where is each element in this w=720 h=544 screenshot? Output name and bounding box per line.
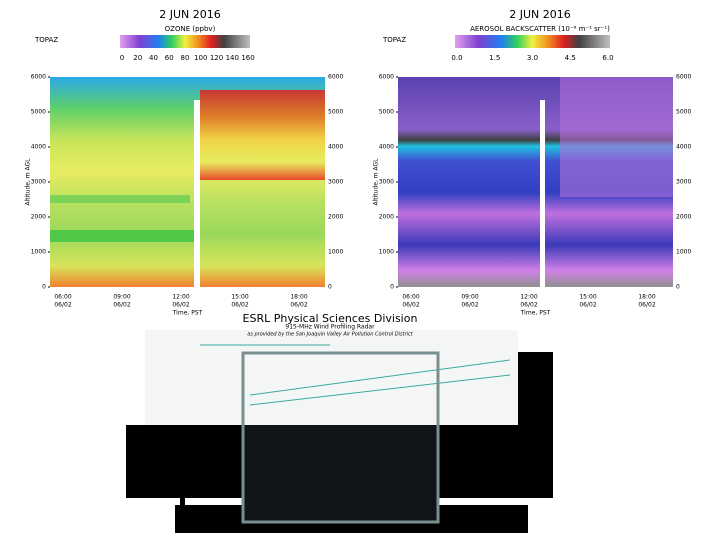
y-axis-label: Altitude, m AGL — [25, 158, 32, 206]
colorbar-tick-label: 4.5 — [565, 54, 576, 62]
plot-date: 2 JUN 2016 — [159, 8, 221, 21]
y-tick-label: 0 — [676, 284, 680, 291]
colorbar-tick-label: 140 — [226, 54, 239, 62]
x-tick-label: 06/02 — [579, 302, 596, 309]
backscatter-field — [560, 77, 673, 197]
colorbar-tick-label: 3.0 — [527, 54, 538, 62]
ozone-field — [200, 90, 325, 180]
y-tick-label: 3000 — [31, 179, 46, 186]
y-tick-label: 1000 — [328, 249, 343, 256]
x-tick-label: 09:00 — [113, 294, 130, 301]
y-tick-label: 2000 — [328, 214, 343, 221]
colorbar-tick-label: 40 — [149, 54, 158, 62]
x-tick-label: 06/02 — [290, 302, 307, 309]
y-tick-label: 3000 — [379, 179, 394, 186]
highlight-box — [241, 351, 440, 524]
data-gap — [540, 100, 545, 287]
y-tick-label: 4000 — [328, 144, 343, 151]
y-tick-label: 0 — [328, 284, 332, 291]
y-tick-label: 6000 — [676, 74, 691, 81]
y-tick-label: 4000 — [31, 144, 46, 151]
x-tick-label: 06/02 — [638, 302, 655, 309]
ozone-field — [50, 195, 190, 203]
wind-barbs — [200, 344, 511, 406]
x-tick-label: 06:00 — [54, 294, 71, 301]
colorbar — [455, 35, 610, 48]
y-tick-label: 6000 — [31, 74, 46, 81]
colorbar-tick-label: 0 — [120, 54, 124, 62]
ozone-field — [50, 230, 195, 242]
site-label: TOPAZ — [34, 36, 58, 44]
colorbar-tick-label: 100 — [194, 54, 207, 62]
x-tick-label: 06/02 — [402, 302, 419, 309]
x-tick-label: 09:00 — [461, 294, 478, 301]
y-tick-label: 3000 — [328, 179, 343, 186]
profiler-image — [145, 330, 518, 425]
colorbar-tick-label: 80 — [181, 54, 190, 62]
y-tick-label: 6000 — [379, 74, 394, 81]
colorbar-tick-label: 1.5 — [489, 54, 500, 62]
site-label: TOPAZ — [382, 36, 406, 44]
y-tick-label: 4000 — [676, 144, 691, 151]
y-tick-label: 0 — [390, 284, 394, 291]
x-tick-label: 12:00 — [172, 294, 189, 301]
y-tick-label: 1000 — [31, 249, 46, 256]
highlight-fill — [243, 425, 438, 522]
x-tick-label: 06/02 — [520, 302, 537, 309]
x-tick-label: 12:00 — [520, 294, 537, 301]
colorbar-tick-label: 120 — [210, 54, 223, 62]
y-tick-label: 4000 — [379, 144, 394, 151]
y-tick-label: 1000 — [379, 249, 394, 256]
x-tick-label: 06/02 — [231, 302, 248, 309]
y-tick-label: 1000 — [676, 249, 691, 256]
colorbar-tick-label: 6.0 — [602, 54, 613, 62]
x-tick-label: 06/02 — [54, 302, 71, 309]
y-tick-label: 2000 — [676, 214, 691, 221]
x-axis-label: Time, PST — [520, 310, 551, 317]
colorbar — [120, 35, 250, 48]
colorbar-title: AEROSOL BACKSCATTER (10⁻⁶ m⁻¹ sr⁻¹) — [470, 25, 610, 33]
profiler-note: as provided by the San Joaquin Valley Ai… — [247, 332, 413, 338]
x-tick-label: 15:00 — [579, 294, 596, 301]
profiler-title: ESRL Physical Sciences Division — [243, 312, 418, 325]
y-tick-label: 0 — [42, 284, 46, 291]
colorbar-tick-label: 0.0 — [451, 54, 462, 62]
colorbar-tick-label: 160 — [241, 54, 254, 62]
data-gap — [194, 100, 200, 287]
x-tick-label: 18:00 — [290, 294, 307, 301]
black-box — [518, 352, 553, 498]
y-tick-label: 5000 — [31, 109, 46, 116]
y-axis-label: Altitude, m AGL — [373, 158, 380, 206]
y-tick-label: 3000 — [676, 179, 691, 186]
y-tick-label: 5000 — [328, 109, 343, 116]
black-box — [180, 498, 185, 514]
x-tick-label: 18:00 — [638, 294, 655, 301]
profiler-subtitle: 915-MHz Wind Profiling Radar — [285, 324, 375, 331]
y-tick-label: 2000 — [31, 214, 46, 221]
y-tick-label: 5000 — [379, 109, 394, 116]
x-tick-label: 06:00 — [402, 294, 419, 301]
x-axis-label: Time, PST — [172, 310, 203, 317]
plot-date: 2 JUN 2016 — [509, 8, 571, 21]
colorbar-title: OZONE (ppbv) — [165, 25, 216, 33]
x-tick-label: 06/02 — [172, 302, 189, 309]
y-tick-label: 6000 — [328, 74, 343, 81]
y-tick-label: 2000 — [379, 214, 394, 221]
colorbar-tick-label: 20 — [133, 54, 142, 62]
x-tick-label: 06/02 — [461, 302, 478, 309]
x-tick-label: 15:00 — [231, 294, 248, 301]
x-tick-label: 06/02 — [113, 302, 130, 309]
colorbar-tick-label: 60 — [165, 54, 174, 62]
y-tick-label: 5000 — [676, 109, 691, 116]
